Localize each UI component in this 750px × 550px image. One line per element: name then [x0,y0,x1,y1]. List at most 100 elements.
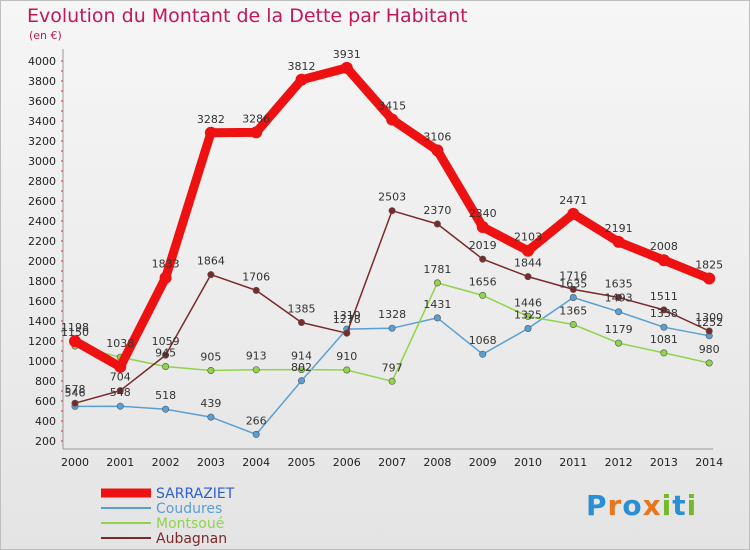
data-label: 910 [336,350,357,363]
data-label: 914 [291,350,312,363]
data-label: 2008 [650,240,678,253]
data-point [660,306,668,314]
data-label: 1081 [650,333,678,346]
data-point [207,271,215,279]
data-label: 3282 [197,113,225,126]
data-point [69,335,81,348]
data-point [388,377,396,385]
data-point [114,360,127,373]
y-tick-label: 3400 [28,115,56,128]
data-point [479,291,487,299]
y-tick-label: 3600 [28,95,56,108]
y-tick-label: 3000 [28,155,56,168]
data-label: 2191 [605,222,633,235]
data-point [162,351,170,359]
logo-letter: i [686,489,698,522]
y-tick-label: 400 [35,415,56,428]
x-tick-label: 2004 [242,456,270,469]
data-label: 1319 [333,309,361,322]
logo-letter: P [586,489,608,522]
data-label: 3415 [378,100,406,113]
y-tick-label: 200 [35,435,56,448]
data-label: 2103 [514,231,542,244]
data-label: 439 [200,397,221,410]
data-point [207,413,215,421]
data-point [479,350,487,358]
y-tick-label: 4000 [28,55,56,68]
data-point [343,366,351,374]
data-point [71,399,79,407]
data-label: 1300 [695,311,723,324]
legend-label: SARRAZIET [156,486,235,502]
data-point [297,318,305,326]
x-tick-label: 2001 [106,456,134,469]
data-point [297,377,305,385]
data-label: 3106 [423,130,451,143]
data-label: 1328 [378,308,406,321]
data-point [433,220,441,228]
data-label: 1446 [514,296,542,309]
data-label: 1431 [423,298,451,311]
data-point [524,312,532,320]
data-point [295,73,308,86]
y-tick-label: 1400 [28,315,56,328]
data-point [116,387,124,395]
data-label: 802 [291,361,312,374]
data-point [252,366,260,374]
y-tick-label: 1600 [28,295,56,308]
chart-title: Evolution du Montant de la Dette par Hab… [27,5,468,27]
logo-letter: t [672,489,687,522]
data-point [386,113,399,126]
data-label: 1325 [514,309,542,322]
x-tick-label: 2010 [514,456,542,469]
x-tick-label: 2002 [152,456,180,469]
x-tick-label: 2014 [695,456,723,469]
data-label: 1825 [695,259,723,272]
data-point [250,126,263,139]
data-label: 1511 [650,290,678,303]
proxiti-logo: Proxiti [586,489,697,522]
data-point [388,207,396,215]
data-point [615,293,623,301]
data-point [569,285,577,293]
y-tick-label: 1800 [28,275,56,288]
data-label: 704 [110,371,131,384]
data-label: 905 [200,351,221,364]
data-label: 1059 [152,335,180,348]
data-point [660,323,668,331]
data-point [297,366,305,374]
data-label: 2340 [469,207,497,220]
data-label: 518 [155,389,176,402]
data-point [252,286,260,294]
x-tick-label: 2000 [61,456,89,469]
data-point [388,324,396,332]
data-label: 1038 [106,337,134,350]
x-tick-label: 2005 [288,456,316,469]
y-tick-label: 2800 [28,175,56,188]
data-label: 797 [382,361,403,374]
data-label: 913 [246,350,267,363]
data-point [660,349,668,357]
data-point [116,402,124,410]
y-tick-label: 2400 [28,215,56,228]
data-point [524,273,532,281]
data-label: 1278 [333,313,361,326]
logo-letter: i [661,489,673,522]
data-label: 1385 [288,303,316,316]
data-label: 1338 [650,307,678,320]
data-label: 1493 [605,292,633,305]
data-label: 578 [65,383,86,396]
data-point [657,254,670,267]
chart-unit: (en €) [29,29,62,42]
x-tick-label: 2009 [469,456,497,469]
data-label: 1198 [61,321,89,334]
data-label: 546 [65,386,86,399]
x-tick-label: 2006 [333,456,361,469]
data-label: 2370 [423,204,451,217]
y-tick-label: 3200 [28,135,56,148]
data-label: 1365 [559,305,587,318]
data-point [252,430,260,438]
series-line-sarraziet [70,63,714,372]
y-tick-label: 800 [35,375,56,388]
data-label: 945 [155,347,176,360]
